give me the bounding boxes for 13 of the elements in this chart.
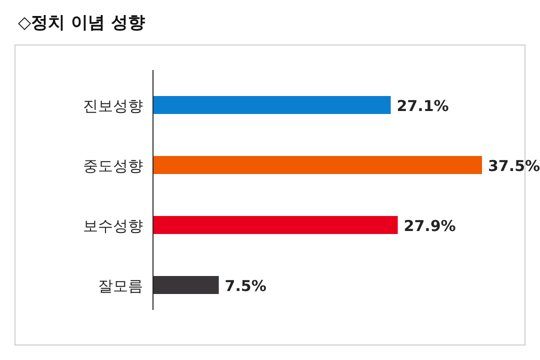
- bar: [153, 156, 482, 174]
- bar: [153, 276, 219, 294]
- y-tick-label: 중도성향: [83, 157, 143, 175]
- y-tick-label: 진보성향: [83, 97, 143, 115]
- bar: [153, 96, 391, 114]
- y-tick-label: 보수성향: [83, 217, 143, 235]
- chart-title: ◇정치 이념 성향: [18, 13, 145, 33]
- data-label: 7.5%: [224, 277, 266, 295]
- bar: [153, 216, 398, 234]
- y-tick-label: 잘모름: [98, 277, 143, 295]
- data-label: 27.1%: [396, 97, 449, 115]
- data-label: 37.5%: [488, 157, 540, 175]
- data-label: 27.9%: [404, 217, 456, 235]
